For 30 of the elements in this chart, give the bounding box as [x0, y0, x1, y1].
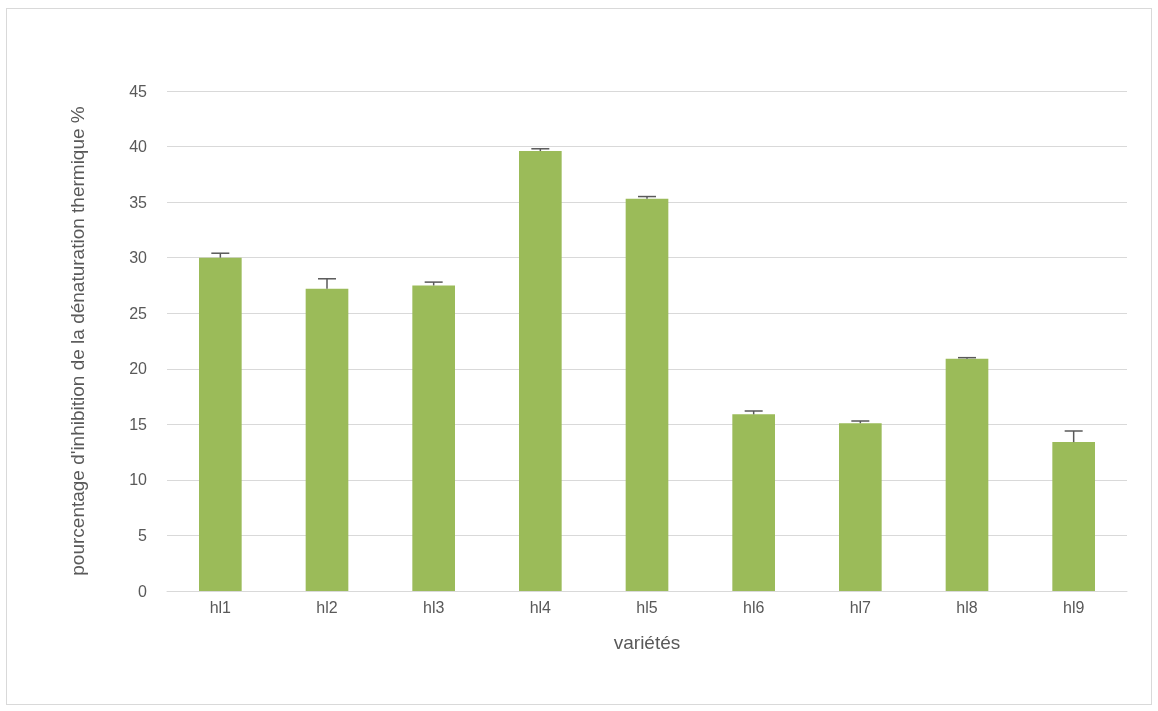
bar [1052, 442, 1095, 591]
x-tick-label: hl8 [956, 598, 978, 616]
bar [519, 151, 562, 591]
x-tick-label: hl4 [529, 598, 552, 616]
y-tick-label: 40 [129, 138, 148, 156]
y-tick-label: 5 [138, 526, 148, 544]
y-tick-label: 0 [138, 582, 148, 600]
bar [412, 285, 455, 591]
x-tick-label: hl3 [422, 598, 445, 616]
x-tick-label: hl5 [636, 598, 658, 616]
bar [945, 358, 989, 591]
x-tick-label: hl7 [849, 598, 872, 616]
bar [625, 198, 669, 591]
y-tick-label: 35 [129, 193, 148, 211]
y-tick-label: 20 [129, 360, 148, 378]
y-tick-label: 25 [129, 304, 148, 322]
x-tick-label: hl1 [209, 598, 232, 616]
x-tick-label: hl2 [316, 598, 338, 616]
y-tick-label: 45 [129, 82, 148, 100]
x-axis-title: variétés [613, 632, 681, 653]
bar [305, 288, 349, 591]
y-tick-label: 30 [129, 249, 148, 267]
bar [839, 423, 882, 591]
bar [199, 257, 242, 591]
x-tick-label: hl9 [1062, 598, 1085, 616]
y-tick-label: 15 [129, 415, 148, 433]
bar [732, 414, 775, 591]
x-tick-label: hl6 [742, 598, 765, 616]
y-tick-label: 10 [129, 471, 148, 489]
y-axis-title: pourcentage d'inhibition de la dénaturation thermique % [66, 106, 88, 576]
